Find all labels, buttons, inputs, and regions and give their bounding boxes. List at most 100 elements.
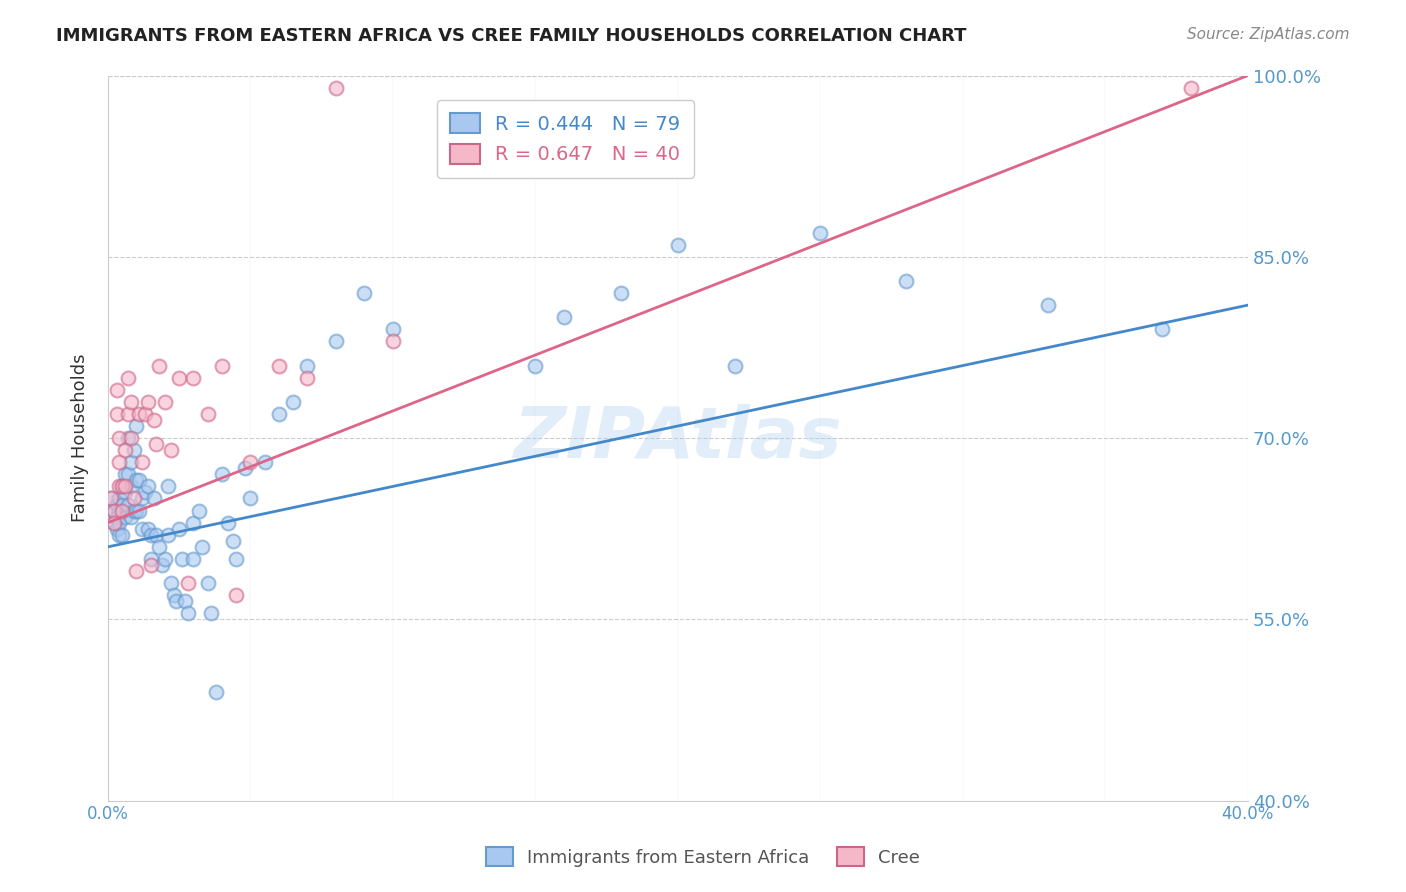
Point <box>100 491 122 506</box>
Point <box>122 491 145 506</box>
Point <box>1038 298 1060 312</box>
Point <box>156 479 179 493</box>
Point <box>103 516 125 530</box>
Point <box>153 394 176 409</box>
Legend: R = 0.444   N = 79, R = 0.647   N = 40: R = 0.444 N = 79, R = 0.647 N = 40 <box>437 100 695 178</box>
Point <box>120 455 142 469</box>
Point <box>239 455 262 469</box>
Point <box>159 443 181 458</box>
Point <box>114 479 136 493</box>
Point <box>125 474 148 488</box>
Point <box>197 576 219 591</box>
Point <box>105 407 128 421</box>
Point <box>131 491 153 506</box>
Point <box>117 467 139 482</box>
Point <box>114 509 136 524</box>
Point <box>136 522 159 536</box>
Point <box>233 461 256 475</box>
Point <box>188 503 211 517</box>
Point <box>120 479 142 493</box>
Point <box>145 437 167 451</box>
Point <box>211 359 233 373</box>
Text: IMMIGRANTS FROM EASTERN AFRICA VS CREE FAMILY HOUSEHOLDS CORRELATION CHART: IMMIGRANTS FROM EASTERN AFRICA VS CREE F… <box>56 27 967 45</box>
Point <box>103 503 125 517</box>
Point <box>108 491 131 506</box>
Point <box>139 558 162 572</box>
Point <box>136 479 159 493</box>
Point <box>172 552 194 566</box>
Point <box>183 552 205 566</box>
Point <box>222 533 245 548</box>
Point <box>128 503 150 517</box>
Point <box>120 509 142 524</box>
Point <box>114 443 136 458</box>
Point <box>253 455 276 469</box>
Point <box>111 503 134 517</box>
Point <box>183 370 205 384</box>
Point <box>150 558 173 572</box>
Point <box>148 359 170 373</box>
Point <box>353 286 375 301</box>
Point <box>134 485 156 500</box>
Point <box>108 503 131 517</box>
Point <box>131 522 153 536</box>
Point <box>128 474 150 488</box>
Point <box>553 310 575 325</box>
Point <box>100 491 122 506</box>
Point <box>108 516 131 530</box>
Point <box>211 467 233 482</box>
Point <box>111 479 134 493</box>
Point <box>267 407 290 421</box>
Point <box>197 407 219 421</box>
Point <box>139 527 162 541</box>
Point <box>162 588 184 602</box>
Point <box>165 594 187 608</box>
Point <box>120 431 142 445</box>
Point <box>610 286 633 301</box>
Point <box>325 80 347 95</box>
Point <box>225 552 247 566</box>
Point <box>267 359 290 373</box>
Point <box>191 540 214 554</box>
Point <box>283 394 305 409</box>
Point <box>381 334 404 349</box>
Point <box>114 467 136 482</box>
Point <box>105 498 128 512</box>
Point <box>117 498 139 512</box>
Point <box>1152 322 1174 336</box>
Point <box>177 576 200 591</box>
Point <box>159 576 181 591</box>
Legend: Immigrants from Eastern Africa, Cree: Immigrants from Eastern Africa, Cree <box>478 840 928 874</box>
Point <box>1180 80 1202 95</box>
Point <box>205 685 228 699</box>
Point <box>122 443 145 458</box>
Point <box>297 359 319 373</box>
Point <box>724 359 747 373</box>
Point <box>167 370 190 384</box>
Point <box>105 383 128 397</box>
Point <box>108 431 131 445</box>
Point <box>153 552 176 566</box>
Point <box>381 322 404 336</box>
Point <box>125 419 148 434</box>
Point <box>297 370 319 384</box>
Point <box>111 527 134 541</box>
Point <box>108 527 131 541</box>
Point <box>325 334 347 349</box>
Point <box>105 522 128 536</box>
Point <box>142 491 165 506</box>
Point <box>103 503 125 517</box>
Point <box>217 516 239 530</box>
Text: Source: ZipAtlas.com: Source: ZipAtlas.com <box>1187 27 1350 42</box>
Point <box>666 237 689 252</box>
Text: ZIPAtlas: ZIPAtlas <box>513 403 842 473</box>
Point <box>114 485 136 500</box>
Point <box>105 509 128 524</box>
Point <box>200 607 222 621</box>
Point <box>120 394 142 409</box>
Point <box>156 527 179 541</box>
Point <box>148 540 170 554</box>
Point <box>134 407 156 421</box>
Point <box>103 516 125 530</box>
Point <box>894 274 917 288</box>
